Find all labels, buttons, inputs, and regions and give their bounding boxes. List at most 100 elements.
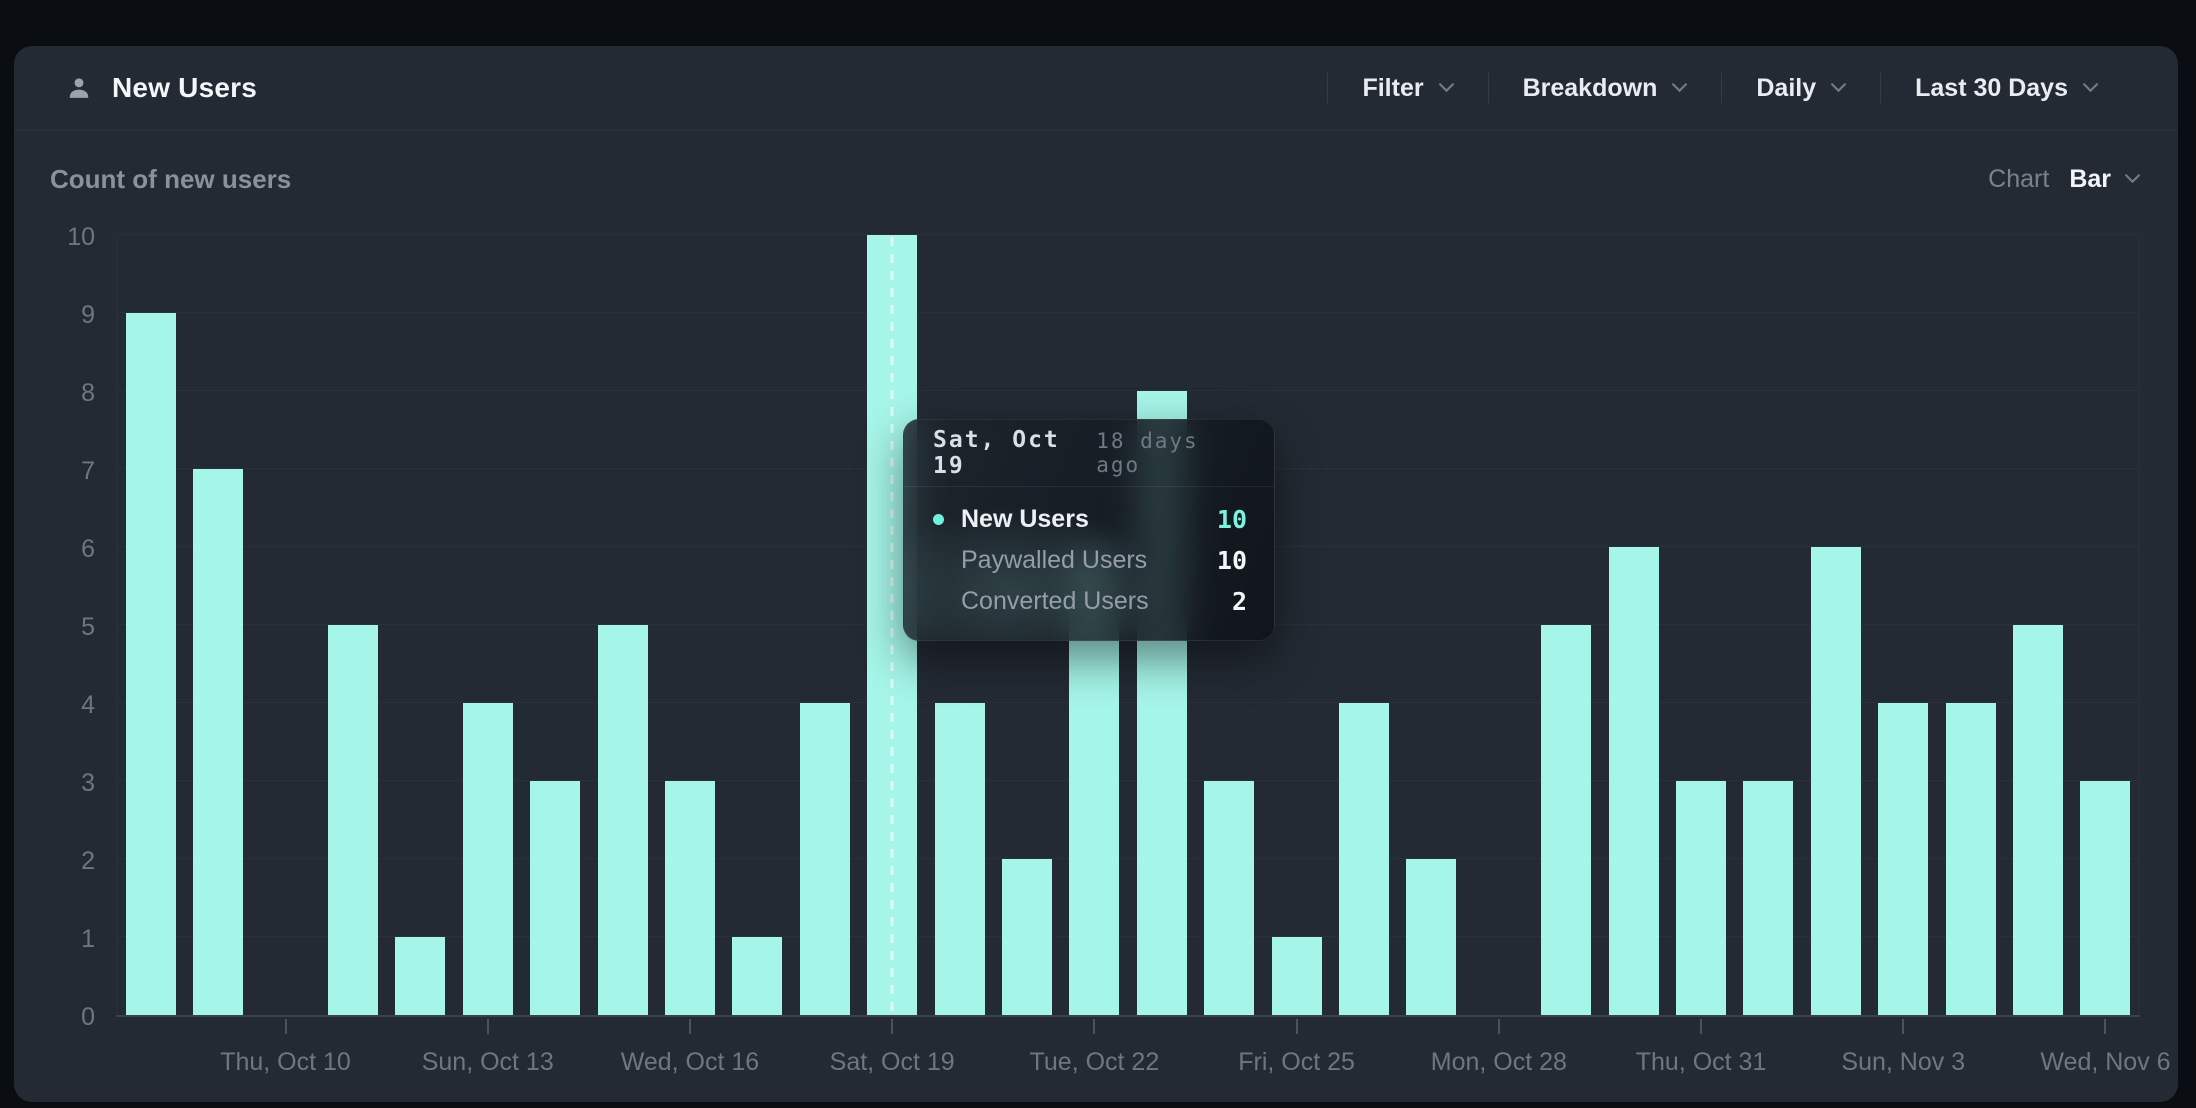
bar-tue-oct-15[interactable] [597,625,648,1015]
bar-fri-oct-25[interactable] [1271,937,1322,1015]
divider [1327,73,1329,103]
filter-dropdown[interactable]: Filter [1328,46,1487,130]
tooltip-dot-cell [933,514,961,525]
x-axis-label: Mon, Oct 28 [1430,1048,1567,1076]
x-axis-tick [284,1019,287,1034]
chevron-down-icon [1438,83,1454,93]
tooltip-row-label: Paywalled Users [961,546,1148,574]
bar-thu-oct-24[interactable] [1204,781,1255,1015]
bar-tue-nov-5[interactable] [2013,625,2064,1015]
bar-slot [1196,237,1263,1015]
dropdown-label: Filter [1362,73,1424,102]
y-axis-label: 1 [81,925,95,953]
breakdown-dropdown[interactable]: Breakdown [1489,46,1722,130]
x-axis-label: Wed, Nov 6 [2040,1048,2171,1076]
bar-slot [1330,237,1397,1015]
tooltip-row-value: 2 [1231,587,1247,616]
x-axis-tick [1700,1019,1703,1034]
bar-wed-oct-30[interactable] [1608,547,1659,1015]
chevron-down-icon [1672,83,1688,93]
y-axis-label: 5 [81,613,95,641]
tooltip-header: Sat, Oct 19 18 days ago [904,420,1274,487]
bar-fri-nov-1[interactable] [1743,781,1794,1015]
bar-sun-nov-3[interactable] [1878,703,1929,1015]
x-axis-tick [486,1019,489,1034]
y-axis-label: 6 [81,535,95,563]
bar-chart-plot: Thu, Oct 10 Sun, Oct 13 Wed, Oct 16 Sat, Oc… [116,234,2171,1076]
chart-type-dropdown[interactable]: Chart Bar [1988,165,2140,194]
bar-slot [724,237,791,1015]
chart-type-caption: Chart [1988,164,2050,193]
tooltip-row-converted-users: Converted Users 2 [933,581,1247,622]
bar-sat-nov-2[interactable] [1810,547,1861,1015]
y-axis-label: 9 [81,301,95,329]
bar-slot [521,237,588,1015]
daily-dropdown[interactable]: Daily [1722,46,1880,130]
bar-slot [589,237,656,1015]
gridline [117,780,2139,781]
x-axis-label: Sat, Oct 19 [829,1048,955,1076]
y-axis: 0 1 2 3 4 5 6 7 8 9 10 [14,223,95,1031]
bar-fri-oct-11[interactable] [327,625,378,1015]
tooltip-row-paywalled-users: Paywalled Users 10 [933,540,1247,581]
bar-slot: Thu, Oct 10 [220,237,351,1076]
bar-thu-oct-17[interactable] [732,937,783,1015]
gridline [117,858,2139,859]
bar-slot [1735,237,1802,1015]
person-icon [69,78,89,98]
x-axis-tick [1093,1019,1096,1034]
tooltip-relative-time: 18 days ago [1096,429,1199,477]
divider [1487,73,1489,103]
bar-wed-oct-9[interactable] [193,469,244,1015]
bar-sun-oct-13[interactable] [462,703,513,1015]
dropdown-label: Breakdown [1522,73,1658,102]
bar-mon-oct-21[interactable] [1001,859,1052,1015]
bar-tue-oct-29[interactable] [1541,625,1592,1015]
bar-wed-oct-16[interactable] [664,781,715,1015]
tooltip-rows: New Users 10 Paywalled Users 10 Converted Us… [904,487,1274,622]
metric-label: Count of new users [50,163,292,194]
x-axis-label: Sun, Nov 3 [1841,1048,1966,1076]
x-axis-label: Wed, Oct 16 [620,1048,760,1076]
divider [1721,73,1723,103]
bar-slot [2004,237,2071,1015]
last-30-days-dropdown[interactable]: Last 30 Days [1881,46,2132,130]
bar-sun-oct-20[interactable] [934,703,985,1015]
bar-slot: Sun, Oct 13 [422,237,554,1076]
bar-mon-nov-4[interactable] [1945,703,1996,1015]
x-axis-tick [891,1019,894,1034]
bar-sun-oct-27[interactable] [1406,859,1457,1015]
hover-crosshair-line [890,237,894,1015]
bar-slot [1802,237,1869,1015]
y-axis-label: 0 [81,1003,95,1031]
bar-slot [319,237,386,1015]
bar-mon-oct-14[interactable] [530,781,581,1015]
gridline [117,390,2139,391]
chevron-down-icon [2083,83,2098,93]
bar-slot [926,237,993,1015]
bar-fri-oct-18[interactable] [799,703,850,1015]
x-axis-tick [1497,1019,1500,1034]
bar-slot [1937,237,2004,1015]
x-axis-label: Thu, Oct 31 [1635,1048,1767,1076]
chart-tooltip: Sat, Oct 19 18 days ago New Users 10 Paywa… [903,419,1275,641]
x-axis-label: Sun, Oct 13 [421,1048,554,1076]
bar-sat-oct-12[interactable] [395,937,446,1015]
y-axis-label: 3 [81,769,95,797]
bar-wed-nov-6[interactable] [2080,781,2131,1015]
bar-slot [387,237,454,1015]
bar-thu-oct-31[interactable] [1676,781,1727,1015]
y-axis-label: 2 [81,847,95,875]
bar-slot [993,237,1060,1015]
x-axis-tick [688,1019,691,1034]
divider [1880,73,1882,103]
chart-subheader: Count of new users Chart Bar [14,132,2178,226]
bar-slot: Mon, Oct 28 [1431,237,1567,1076]
tooltip-row-label: Converted Users [961,587,1149,615]
dropdown-label: Daily [1756,73,1817,102]
chart-type-value: Bar [2069,164,2111,193]
y-axis-label: 7 [81,457,95,485]
bar-sat-oct-26[interactable] [1339,703,1390,1015]
x-axis-label: Fri, Oct 25 [1238,1048,1355,1076]
bar-tue-oct-8[interactable] [125,313,176,1015]
